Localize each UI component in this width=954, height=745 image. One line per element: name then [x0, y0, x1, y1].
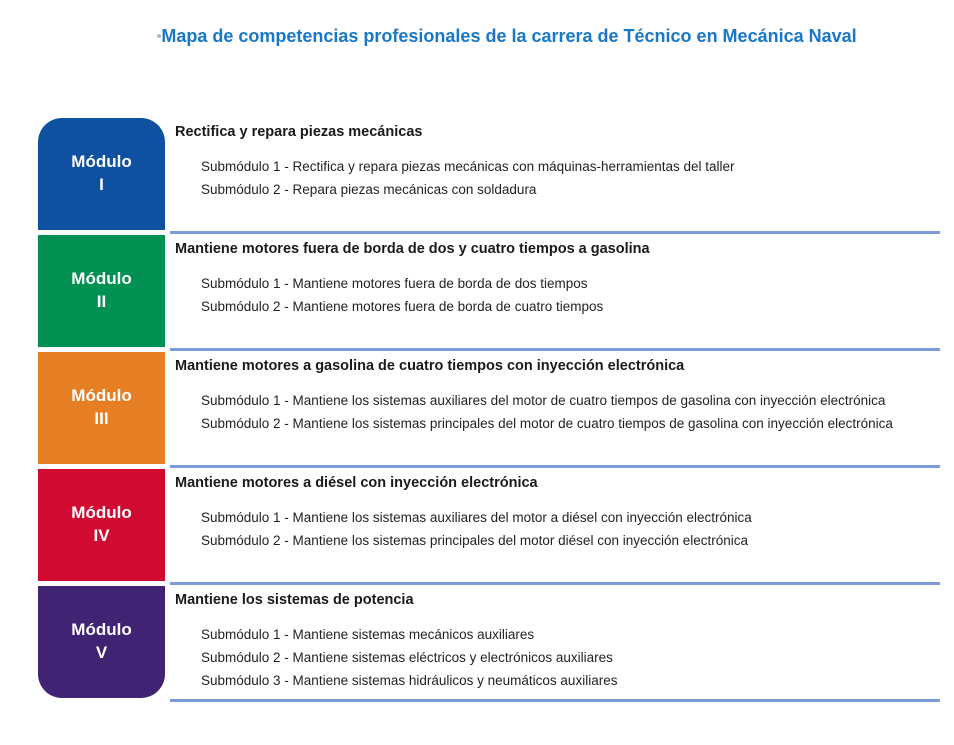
submodule-item: Submódulo 1 - Mantiene motores fuera de …: [201, 276, 588, 291]
title-bullet-mark: [157, 34, 161, 38]
module-row: Módulo I Rectifica y repara piezas mecán…: [38, 118, 940, 234]
page-title: Mapa de competencias profesionales de la…: [161, 26, 857, 46]
module-separator-line: [170, 348, 940, 351]
submodule-item: Submódulo 1 - Mantiene sistemas mecánico…: [201, 627, 535, 642]
page-header: Mapa de competencias profesionales de la…: [0, 26, 954, 47]
module-label: Módulo: [71, 152, 132, 172]
submodule-list: Submódulo 1 - Mantiene los sistemas auxi…: [175, 389, 940, 435]
module-title: Mantiene motores a diésel con inyección …: [175, 475, 538, 491]
module-row: Módulo II Mantiene motores fuera de bord…: [38, 235, 940, 351]
module-separator-line: [170, 465, 940, 468]
submodule-item: Submódulo 2 - Mantiene los sistemas prin…: [201, 416, 893, 431]
module-content: Mantiene motores a diésel con inyección …: [165, 469, 940, 581]
submodule-item: Submódulo 2 - Repara piezas mecánicas co…: [201, 182, 537, 197]
module-numeral: I: [99, 175, 104, 194]
module-row: Módulo IV Mantiene motores a diésel con …: [38, 469, 940, 585]
submodule-item: Submódulo 2 - Mantiene los sistemas prin…: [201, 533, 749, 548]
module-box: Módulo III: [38, 352, 165, 464]
module-box: Módulo I: [38, 118, 165, 230]
module-label: Módulo: [71, 503, 132, 523]
submodule-list: Submódulo 1 - Mantiene sistemas mecánico…: [175, 623, 940, 692]
module-title: Mantiene motores fuera de borda de dos y…: [175, 241, 650, 257]
submodule-list: Submódulo 1 - Mantiene motores fuera de …: [175, 272, 940, 318]
submodule-item: Submódulo 3 - Mantiene sistemas hidráuli…: [201, 673, 618, 688]
module-content: Mantiene los sistemas de potencia Submód…: [165, 586, 940, 698]
module-title: Rectifica y repara piezas mecánicas: [175, 124, 423, 140]
submodule-item: Submódulo 1 - Mantiene los sistemas auxi…: [201, 393, 886, 408]
module-numeral: II: [96, 292, 107, 311]
module-label: Módulo: [71, 386, 132, 406]
module-label: Módulo: [71, 269, 132, 289]
submodule-item: Submódulo 2 - Mantiene sistemas eléctric…: [201, 650, 613, 665]
module-box: Módulo II: [38, 235, 165, 347]
module-title: Mantiene los sistemas de potencia: [175, 592, 414, 608]
submodule-list: Submódulo 1 - Mantiene los sistemas auxi…: [175, 506, 940, 552]
module-numeral: V: [95, 643, 108, 662]
modules-list: Módulo I Rectifica y repara piezas mecán…: [38, 118, 940, 703]
module-box: Módulo IV: [38, 469, 165, 581]
module-separator-line: [170, 582, 940, 585]
module-separator-line: [170, 231, 940, 234]
submodule-list: Submódulo 1 - Rectifica y repara piezas …: [175, 155, 940, 201]
submodule-item: Submódulo 2 - Mantiene motores fuera de …: [201, 299, 604, 314]
module-label: Módulo: [71, 620, 132, 640]
module-content: Mantiene motores fuera de borda de dos y…: [165, 235, 940, 347]
module-numeral: III: [94, 409, 109, 428]
module-content: Rectifica y repara piezas mecánicas Subm…: [165, 118, 940, 230]
module-box: Módulo V: [38, 586, 165, 698]
module-numeral: IV: [93, 526, 110, 545]
module-title: Mantiene motores a gasolina de cuatro ti…: [175, 358, 685, 374]
submodule-item: Submódulo 1 - Mantiene los sistemas auxi…: [201, 510, 752, 525]
submodule-item: Submódulo 1 - Rectifica y repara piezas …: [201, 159, 735, 174]
module-content: Mantiene motores a gasolina de cuatro ti…: [165, 352, 940, 464]
module-row: Módulo III Mantiene motores a gasolina d…: [38, 352, 940, 468]
module-separator-line: [170, 699, 940, 702]
module-row: Módulo V Mantiene los sistemas de potenc…: [38, 586, 940, 702]
